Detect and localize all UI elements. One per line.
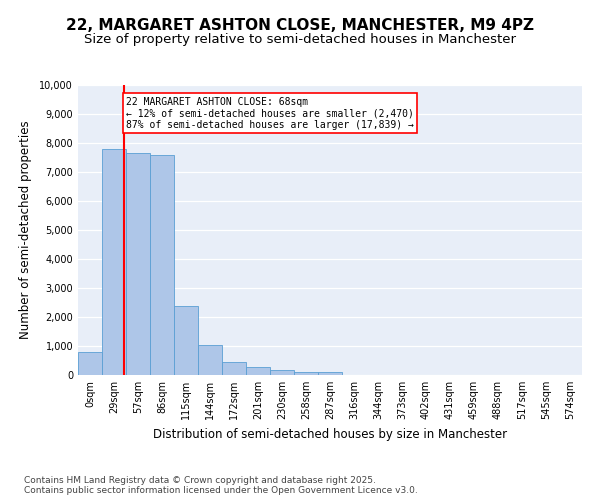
Bar — [222, 362, 246, 375]
Bar — [198, 345, 222, 375]
Text: Size of property relative to semi-detached houses in Manchester: Size of property relative to semi-detach… — [84, 32, 516, 46]
Bar — [318, 372, 342, 375]
Bar — [294, 372, 318, 375]
Text: 22, MARGARET ASHTON CLOSE, MANCHESTER, M9 4PZ: 22, MARGARET ASHTON CLOSE, MANCHESTER, M… — [66, 18, 534, 32]
Bar — [126, 153, 150, 375]
X-axis label: Distribution of semi-detached houses by size in Manchester: Distribution of semi-detached houses by … — [153, 428, 507, 440]
Text: 22 MARGARET ASHTON CLOSE: 68sqm
← 12% of semi-detached houses are smaller (2,470: 22 MARGARET ASHTON CLOSE: 68sqm ← 12% of… — [126, 96, 414, 130]
Bar — [150, 154, 174, 375]
Bar — [246, 367, 270, 375]
Bar — [270, 370, 294, 375]
Bar — [78, 352, 102, 375]
Bar — [174, 306, 198, 375]
Y-axis label: Number of semi-detached properties: Number of semi-detached properties — [19, 120, 32, 340]
Bar — [102, 149, 126, 375]
Text: Contains HM Land Registry data © Crown copyright and database right 2025.
Contai: Contains HM Land Registry data © Crown c… — [24, 476, 418, 495]
